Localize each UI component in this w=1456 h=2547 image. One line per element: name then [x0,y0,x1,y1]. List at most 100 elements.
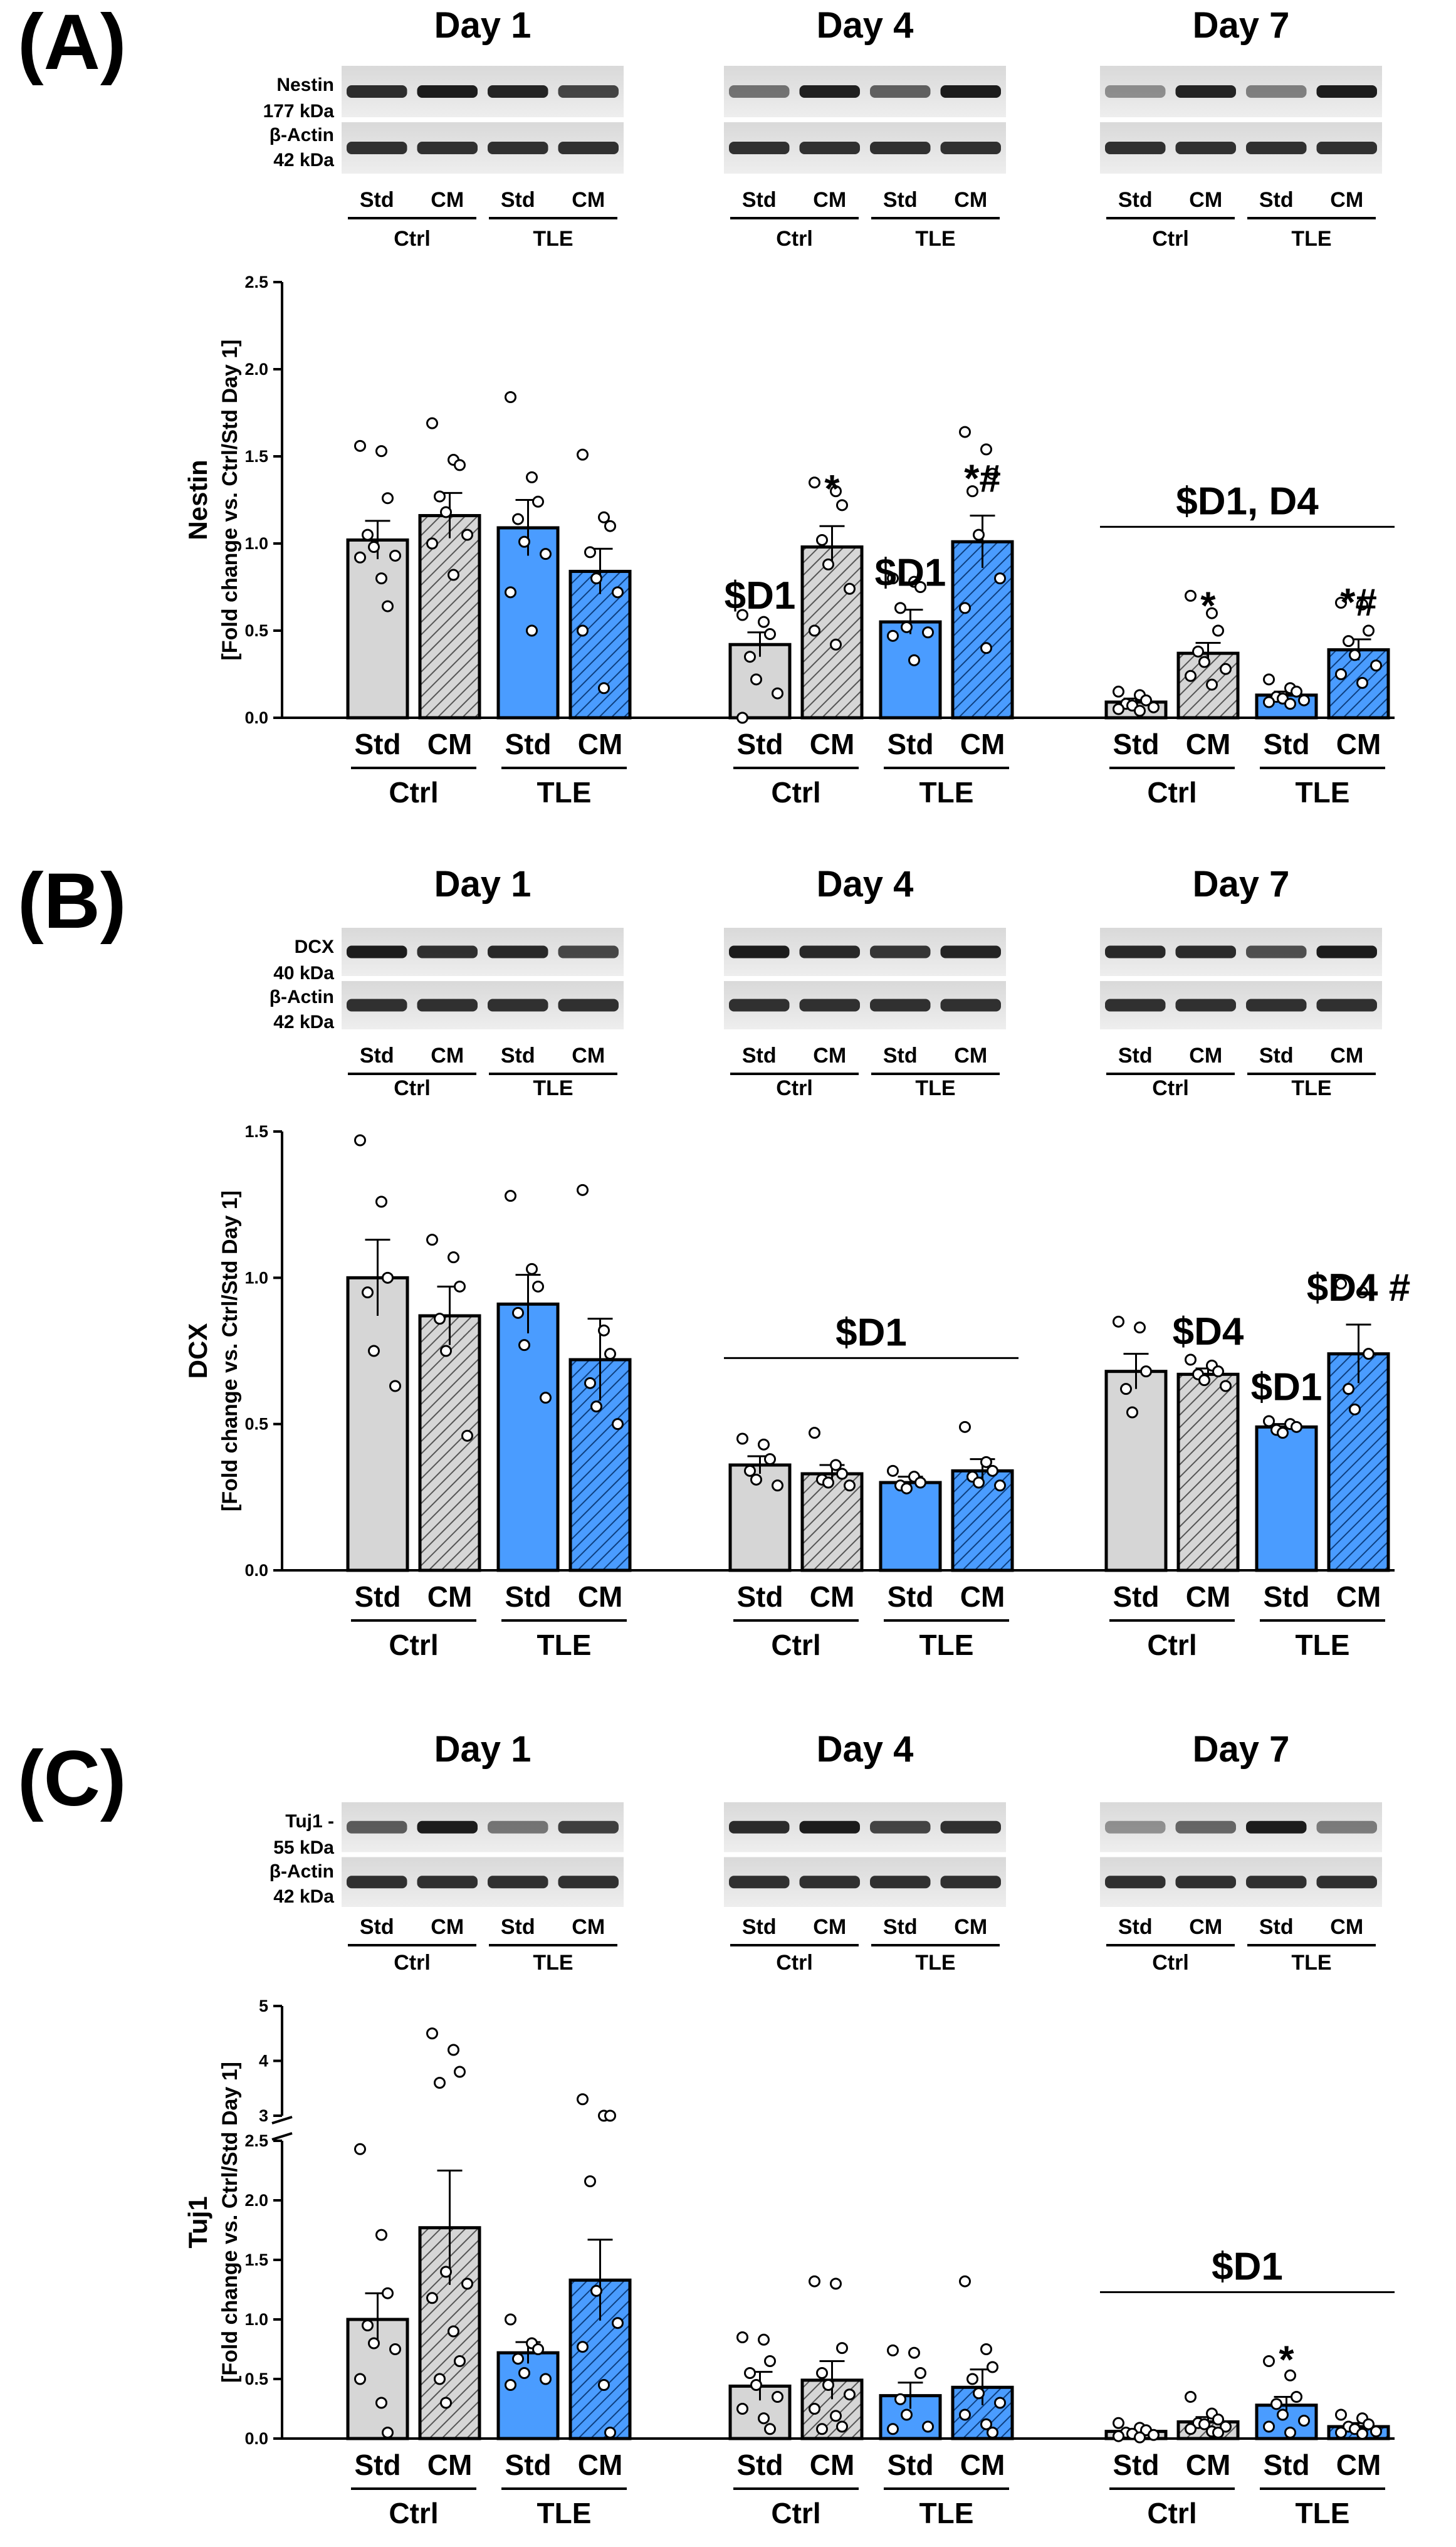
data-point [1134,705,1146,717]
data-point [1140,1365,1152,1378]
data-point [598,682,610,695]
blot-band [799,999,860,1012]
axis-break-mark [271,2132,293,2141]
data-point [375,445,387,458]
data-point [1298,694,1310,706]
data-point [836,2420,848,2433]
blot-band [1105,999,1166,1012]
blot-label: 40 kDa [273,963,334,984]
y-tick-label: 0.0 [244,708,268,727]
blot-band [1316,945,1377,958]
day-title: Day 4 [817,1729,914,1770]
blot-band [488,945,548,958]
data-point [354,2143,366,2155]
data-point [736,712,748,724]
significance-annotation: $D4 [1173,1310,1244,1353]
data-point [830,638,842,651]
y-tick-label: 1.5 [244,1122,268,1141]
data-point [389,2343,401,2355]
x-category-label: Std [887,1580,933,1613]
significance-annotation: * [824,468,840,511]
data-point [836,2342,848,2355]
data-point [1120,1383,1132,1395]
lane-label: Std [742,1915,777,1939]
data-point [959,1421,971,1433]
data-point [750,2379,762,2391]
lane-label: CM [1189,188,1222,212]
data-point [382,2427,394,2439]
data-point [1220,1380,1232,1392]
significance-annotation: * [1279,2339,1294,2382]
blot-strip-actin [342,122,624,174]
data-point [1113,703,1124,715]
data-point [426,2292,438,2304]
lane-label: CM [954,188,987,212]
data-point [758,2333,770,2346]
day-1-bars: Std CM Std CM Ctrl TLE [346,2027,632,2529]
blot-band [1105,1820,1166,1834]
data-point [354,1134,366,1147]
lane-label: CM [572,188,605,212]
lane-label: CM [813,188,846,212]
data-point [1212,1365,1224,1378]
data-point [1113,1315,1124,1328]
blot-band [799,142,860,154]
data-point [426,1234,438,1246]
data-point [844,2388,856,2401]
blot-band [558,999,619,1012]
data-point [426,417,438,429]
lane-group-label: TLE [533,1951,573,1975]
data-point [987,1464,998,1477]
blot-label: DCX [295,937,334,957]
axis-break-mark [271,2116,293,2124]
blot-label: β-Actin [270,125,334,145]
day-1-bars: Std CM Std CM Ctrl TLE [346,1134,632,1661]
data-point [1192,645,1204,658]
x-category-label: Std [736,2449,783,2481]
data-point [1349,1403,1361,1415]
data-point [354,2373,366,2385]
data-point [518,2367,530,2379]
data-point [389,549,401,562]
lane-label: CM [813,1044,846,1068]
data-point [505,2379,516,2391]
data-point [1335,597,1347,609]
blot-band [1316,85,1377,98]
y-tick-label: 3 [259,2106,268,2125]
data-point [1198,656,1210,668]
data-point [1185,670,1197,682]
y-tick-label: 1.5 [244,447,268,466]
day-title: Day 1 [434,864,532,905]
data-point [901,2408,913,2421]
data-point [987,2361,998,2373]
x-category-label: CM [578,1580,623,1613]
x-group-label: TLE [537,776,592,809]
x-category-label: CM [960,1580,1005,1613]
data-point [505,586,516,599]
y-tick-label: 5 [259,1997,268,2015]
data-point [1212,624,1224,637]
data-point [1363,1348,1375,1360]
blot-label: β-Actin [270,1861,334,1882]
blot-label: Nestin [276,75,334,95]
data-point [1363,2418,1375,2430]
y-tick-label: 2.5 [244,2131,268,2150]
x-group-label: TLE [1296,776,1350,809]
lane-label: CM [1189,1044,1222,1068]
x-group-label: Ctrl [1147,1629,1197,1661]
blot-strip-actin [724,122,1006,174]
data-point [598,1324,610,1337]
data-point [382,600,394,612]
data-point [512,2353,524,2365]
data-point [830,1459,842,1471]
lane-label: CM [954,1044,987,1068]
data-point [830,2277,842,2290]
data-point [604,2427,616,2439]
data-point [1263,2420,1275,2433]
blot-band [347,85,407,98]
blot-band [870,1876,931,1889]
data-point [1335,2408,1347,2421]
